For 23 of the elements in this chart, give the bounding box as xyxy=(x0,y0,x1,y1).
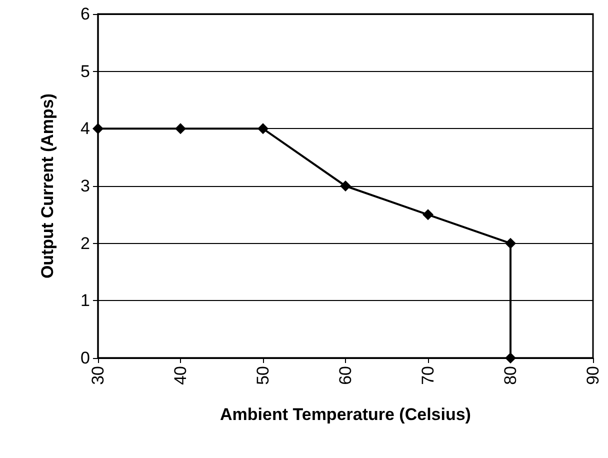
point xyxy=(505,352,516,364)
point xyxy=(92,123,104,134)
x-tick-label: 40 xyxy=(171,366,190,385)
x-tick-label: 90 xyxy=(584,366,602,385)
x-tick-label: 50 xyxy=(254,366,272,385)
y-tick-label: 2 xyxy=(80,234,90,253)
point xyxy=(175,123,186,134)
y-tick-label: 3 xyxy=(80,176,90,196)
y-axis-title: Output Current (Amps) xyxy=(38,93,57,279)
y-tick-label: 6 xyxy=(80,4,90,24)
x-tick-label: 60 xyxy=(336,366,355,385)
y-tick-label: 0 xyxy=(80,348,90,368)
point xyxy=(340,180,351,192)
x-tick-label: 30 xyxy=(88,366,108,385)
x-tick-label: 70 xyxy=(418,366,438,385)
x-tick-label: 80 xyxy=(501,366,520,385)
y-tick-label: 5 xyxy=(80,62,90,81)
point xyxy=(258,123,268,134)
x-axis-title: Ambient Temperature (Celsius) xyxy=(220,405,471,424)
y-tick-label: 4 xyxy=(80,119,90,138)
point xyxy=(505,238,516,249)
y-tick-label: 1 xyxy=(80,291,90,310)
point xyxy=(422,209,434,220)
